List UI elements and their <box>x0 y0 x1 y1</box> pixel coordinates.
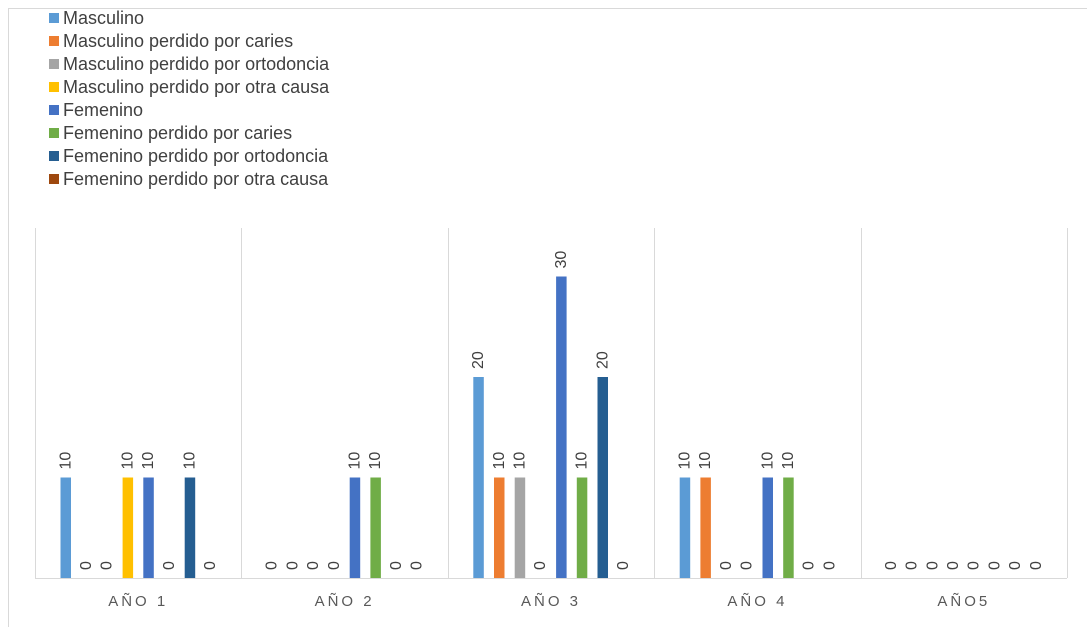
bar <box>143 477 154 578</box>
data-label: 0 <box>718 561 735 570</box>
data-label: 0 <box>883 561 900 570</box>
bar <box>370 477 381 578</box>
legend-swatch <box>49 174 59 185</box>
data-label: 10 <box>574 452 591 470</box>
legend-swatch <box>49 151 59 162</box>
data-label: 10 <box>140 452 157 470</box>
data-label: 10 <box>676 452 693 470</box>
bar <box>473 377 484 578</box>
bar <box>349 477 361 578</box>
data-label: 0 <box>532 561 549 570</box>
data-label: 10 <box>697 452 714 470</box>
bar <box>122 477 134 578</box>
data-label: 0 <box>202 561 219 570</box>
data-label: 0 <box>305 561 322 570</box>
bar <box>494 477 505 578</box>
legend-item: Masculino perdido por otra causa <box>49 75 329 98</box>
data-label: 0 <box>945 561 962 570</box>
data-label: 0 <box>409 561 426 570</box>
bar <box>514 477 526 578</box>
legend-label: Masculino perdido por otra causa <box>63 76 330 97</box>
data-label: 10 <box>780 452 797 470</box>
legend: Masculino Masculino perdido por caries Mas… <box>49 6 329 191</box>
data-label: 0 <box>264 561 281 570</box>
legend-swatch <box>49 81 59 92</box>
legend-swatch <box>49 12 59 23</box>
data-label: 0 <box>326 561 343 570</box>
legend-label: Masculino perdido por caries <box>63 30 294 51</box>
data-label: 0 <box>284 561 301 570</box>
bar <box>783 477 794 578</box>
bar <box>597 377 608 578</box>
bar <box>679 477 691 578</box>
data-label: 0 <box>821 561 838 570</box>
data-label: 10 <box>367 452 384 470</box>
bar <box>556 276 567 578</box>
data-label: 0 <box>924 561 941 570</box>
data-label: 10 <box>759 452 776 470</box>
bar <box>184 477 196 578</box>
data-label: 10 <box>511 452 528 470</box>
data-label: 0 <box>78 561 95 570</box>
legend-swatch <box>49 128 59 139</box>
legend-label: Femenino perdido por caries <box>63 123 293 144</box>
x-tick-label: AÑO 3 <box>521 593 581 610</box>
data-label: 0 <box>99 561 116 570</box>
data-label: 10 <box>119 452 136 470</box>
data-label: 0 <box>904 561 921 570</box>
data-label: 0 <box>966 561 983 570</box>
data-label: 0 <box>388 561 405 570</box>
legend-item: Masculino <box>49 6 329 29</box>
x-tick-label: AÑO5 <box>937 593 990 610</box>
legend-item: Femenino perdido por ortodoncia <box>49 145 329 168</box>
legend-swatch <box>49 58 59 69</box>
legend-item: Masculino perdido por caries <box>49 29 329 52</box>
legend-swatch <box>49 35 59 46</box>
legend-label: Femenino <box>63 99 144 120</box>
legend-label: Masculino perdido por ortodoncia <box>63 53 330 74</box>
data-label: 10 <box>346 452 363 470</box>
legend-label: Femenino perdido por ortodoncia <box>63 146 329 167</box>
x-tick-label: AÑO 4 <box>727 593 787 610</box>
data-label: 30 <box>553 251 570 269</box>
bar <box>60 477 71 578</box>
bar <box>762 477 773 578</box>
data-label: 20 <box>470 351 487 369</box>
x-tick-label: AÑO 1 <box>108 593 168 610</box>
bar <box>700 477 711 578</box>
bar <box>576 477 588 578</box>
data-label: 10 <box>491 452 508 470</box>
data-label: 10 <box>57 452 74 470</box>
data-label: 0 <box>986 561 1003 570</box>
data-label: 0 <box>1028 561 1045 570</box>
chart-frame <box>8 8 1087 627</box>
data-label: 0 <box>801 561 818 570</box>
legend-item: Femenino perdido por otra causa <box>49 168 329 191</box>
legend-item: Femenino <box>49 98 329 121</box>
legend-label: Femenino perdido por otra causa <box>63 169 329 190</box>
legend-label: Masculino <box>63 7 145 28</box>
x-tick-label: AÑO 2 <box>315 593 375 610</box>
data-label: 10 <box>181 452 198 470</box>
data-label: 0 <box>739 561 756 570</box>
legend-swatch <box>49 104 59 115</box>
legend-item: Femenino perdido por caries <box>49 121 329 144</box>
legend-item: Masculino perdido por ortodoncia <box>49 52 329 75</box>
data-label: 0 <box>161 561 178 570</box>
data-label: 0 <box>1007 561 1024 570</box>
data-label: 0 <box>615 561 632 570</box>
data-label: 20 <box>594 351 611 369</box>
